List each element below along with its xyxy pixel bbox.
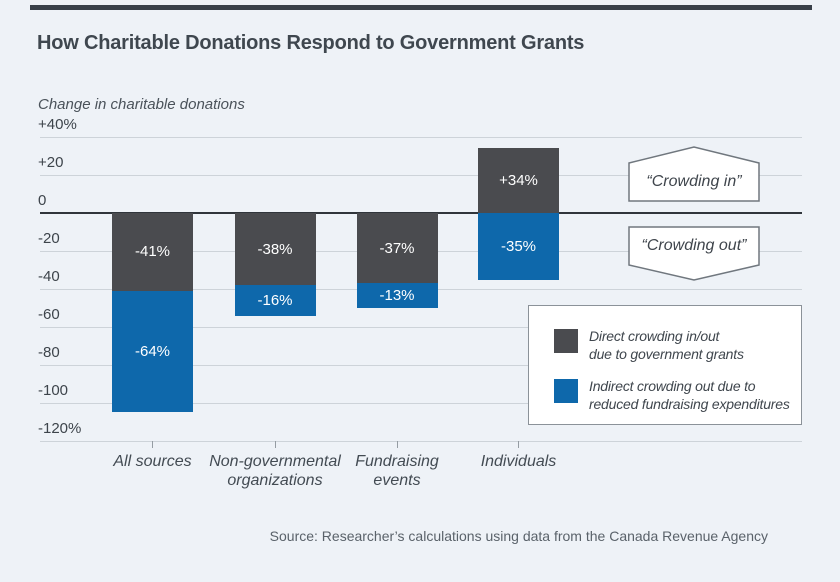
chart-title: How Charitable Donations Respond to Gove… (37, 32, 585, 54)
legend-direct-line1: Direct crowding in/out (589, 328, 720, 344)
y-tick-label--40: -40 (38, 268, 60, 285)
y-tick-label--60: -60 (38, 306, 60, 323)
bar-segment-direct-fundraising-events: -37% (356, 213, 438, 284)
x-axis-label-line: events (373, 472, 421, 489)
top-rule (30, 5, 812, 10)
gridline-20 (40, 175, 802, 176)
bar-value-label-direct-fundraising-events: -37% (379, 239, 415, 257)
legend-direct-line2: due to government grants (589, 346, 744, 362)
gridline--120 (40, 441, 802, 442)
crowding-out-callout (628, 226, 760, 281)
bar-value-label-indirect-fundraising-events: -13% (379, 287, 415, 305)
x-tick-non-governmental-organizations (274, 441, 276, 448)
x-axis-label-fundraising-events: Fundraising events (307, 452, 487, 490)
x-tick-all-sources (152, 441, 153, 448)
bar-segment-indirect-fundraising-events: -13% (356, 283, 438, 308)
bar-segment-direct-individuals: +34% (478, 148, 559, 213)
gridline--60 (40, 327, 802, 328)
legend-indirect-line1: Indirect crowding out due to (589, 378, 756, 394)
bar-value-label-indirect-individuals: -35% (500, 237, 537, 255)
legend: Direct crowding in/out due to government… (528, 305, 802, 425)
gridline--80 (40, 365, 802, 366)
bar-segment-indirect-all-sources: -64% (112, 290, 193, 413)
y-tick-label-40: +40% (38, 116, 77, 133)
gridline-40 (40, 137, 802, 138)
x-axis-label-all-sources: All sources (63, 452, 243, 471)
y-tick-label--80: -80 (38, 344, 60, 361)
bar-segment-direct-non-governmental-organizations: -38% (234, 213, 316, 286)
y-tick-label--120: -120% (38, 420, 82, 437)
x-axis-label-line: Non-governmental (209, 453, 341, 470)
x-axis-label-line: Fundraising (355, 453, 439, 470)
x-axis-label-individuals: Individuals (429, 452, 609, 471)
bar-segment-direct-all-sources: -41% (112, 213, 193, 291)
source-note: Source: Researcher’s calculations using … (269, 528, 768, 544)
bar-value-label-indirect-non-governmental-organizations: -16% (257, 291, 293, 309)
y-tick-label--20: -20 (38, 230, 60, 247)
x-axis-label-line: All sources (113, 453, 192, 470)
bar-value-label-indirect-all-sources: -64% (134, 343, 171, 361)
gridline--100 (40, 403, 802, 404)
bar-value-label-direct-all-sources: -41% (134, 243, 171, 261)
crowding-in-label: “Crowding in” (646, 172, 742, 190)
y-tick-label--100: -100 (38, 382, 69, 399)
legend-label-direct: Direct crowding in/out due to government… (589, 327, 744, 363)
bar-segment-indirect-individuals: -35% (478, 213, 559, 280)
x-axis-label-non-governmental-organizations: Non-governmental organizations (185, 452, 365, 490)
legend-swatch-direct (554, 329, 578, 353)
x-tick-fundraising-events (396, 441, 398, 448)
legend-swatch-indirect (554, 379, 578, 403)
crowding-out-label: “Crowding out” (641, 237, 747, 254)
bar-value-label-direct-individuals: +34% (499, 172, 538, 190)
bar-segment-indirect-non-governmental-organizations: -16% (234, 285, 316, 316)
x-tick-individuals (518, 441, 519, 448)
y-tick-label-0: 0 (38, 192, 47, 209)
y-axis-title: Change in charitable donations (38, 96, 245, 113)
legend-item-direct: Direct crowding in/out due to government… (554, 327, 801, 363)
legend-label-indirect: Indirect crowding out due to reduced fun… (589, 377, 790, 413)
legend-item-indirect: Indirect crowding out due to reduced fun… (554, 377, 801, 413)
legend-indirect-line2: reduced fundraising expenditures (589, 396, 790, 412)
y-tick-label-20: +20 (38, 154, 64, 171)
bar-value-label-direct-non-governmental-organizations: -38% (257, 240, 293, 258)
x-axis-label-line: Individuals (480, 453, 557, 470)
x-axis-label-line: organizations (227, 472, 323, 489)
crowding-in-callout (628, 146, 760, 202)
